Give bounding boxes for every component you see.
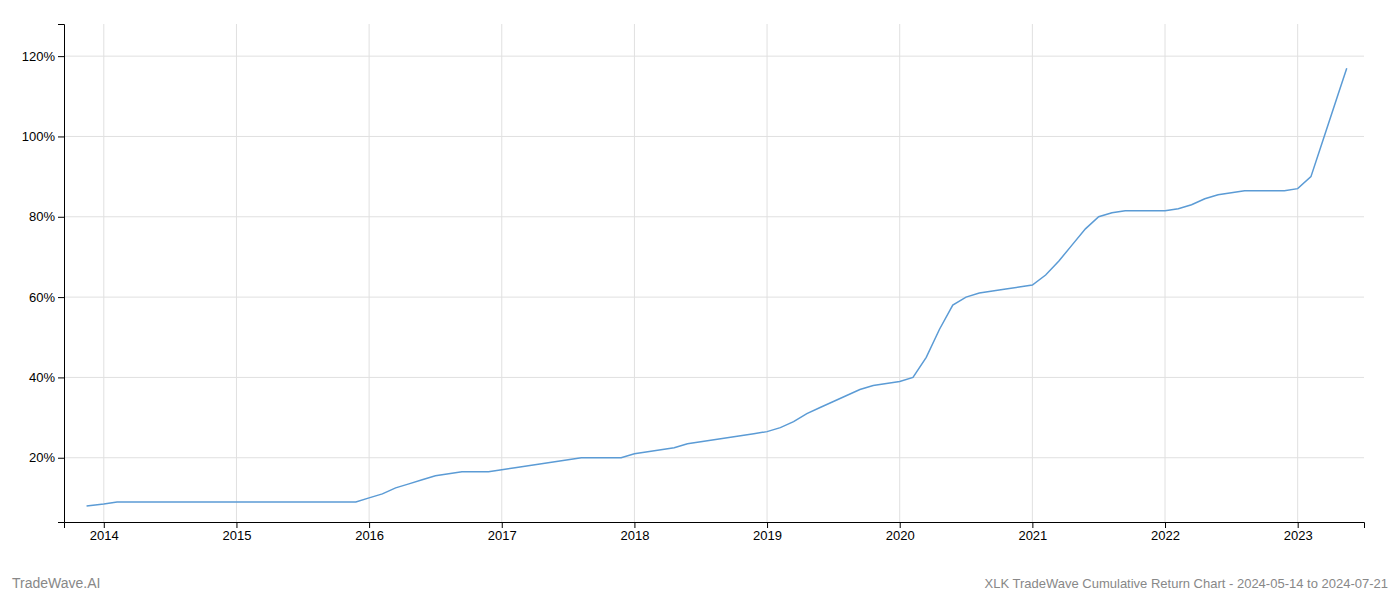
grid-line (1297, 24, 1298, 522)
marks (87, 68, 1347, 506)
watermark: TradeWave.AI (12, 575, 100, 591)
y-tick: 120% (22, 49, 64, 64)
x-tick: 2015 (222, 522, 251, 543)
grid-line (369, 24, 370, 522)
y-tick-label: 120% (22, 49, 56, 64)
x-tick-label: 2019 (753, 528, 782, 543)
x-tick-mark (767, 522, 768, 528)
y-tick: 20% (29, 450, 64, 465)
x-tick-mark (236, 522, 237, 528)
grid-line (64, 136, 1364, 137)
x-tick-mark (1032, 522, 1033, 528)
x-tick-mark (1298, 522, 1299, 528)
title: XLK TradeWave Cumulative Return Chart - … (985, 576, 1388, 591)
x-axis-line (65, 523, 1365, 529)
grid-line (64, 216, 1364, 217)
x-tick-label: 2023 (1284, 528, 1313, 543)
y-tick-mark (58, 136, 64, 137)
x-tick-mark (634, 522, 635, 528)
y-tick-mark (58, 458, 64, 459)
x-tick: 2023 (1284, 522, 1313, 543)
y-tick-mark (58, 56, 64, 57)
x-tick-mark (104, 522, 105, 528)
x-tick-label: 2017 (488, 528, 517, 543)
grid-line (1032, 24, 1033, 522)
plot: 2014 2015 2016 2017 2018 2019 2020 2021 2022 2023… (22, 24, 1365, 543)
y-tick: 40% (29, 370, 64, 385)
y-axis-line (58, 25, 65, 523)
x-tick: 2021 (1018, 522, 1047, 543)
x-tick-mark (502, 522, 503, 528)
x-tick: 2016 (355, 522, 384, 543)
grid-line (64, 297, 1364, 298)
x-tick-mark (900, 522, 901, 528)
x-tick-label: 2018 (620, 528, 649, 543)
x-tick: 2022 (1151, 522, 1180, 543)
x-tick-label: 2022 (1151, 528, 1180, 543)
x-tick-label: 2020 (886, 528, 915, 543)
grid-line (767, 24, 768, 522)
x-tick-label: 2015 (222, 528, 251, 543)
x-tick: 2019 (753, 522, 782, 543)
y-tick-label: 80% (29, 209, 55, 224)
grid-line (64, 56, 1364, 57)
chart: 2014 2015 2016 2017 2018 2019 2020 2021 2022 2023… (0, 0, 1400, 600)
grid-line (64, 377, 1364, 378)
grid-line (501, 24, 502, 522)
x-tick-mark (1165, 522, 1166, 528)
x-tick: 2017 (488, 522, 517, 543)
x-tick-mark (369, 522, 370, 528)
y-tick: 60% (29, 290, 64, 305)
grid-line (634, 24, 635, 522)
grid-line (1165, 24, 1166, 522)
x-tick: 2020 (886, 522, 915, 543)
x-tick-label: 2016 (355, 528, 384, 543)
grid (64, 24, 1364, 522)
x-tick-label: 2021 (1018, 528, 1047, 543)
y-tick-label: 20% (29, 450, 55, 465)
x-axis: 2014 2015 2016 2017 2018 2019 2020 2021 2022 2023 (65, 522, 1365, 543)
y-tick-mark (58, 377, 64, 378)
y-axis: 20% 40% 60% 80% 100% 120% (22, 25, 65, 523)
y-tick: 80% (29, 209, 64, 224)
x-tick-label: 2014 (90, 528, 119, 543)
y-tick-mark (58, 217, 64, 218)
x-tick: 2018 (620, 522, 649, 543)
y-tick: 100% (22, 129, 64, 144)
grid-line (64, 457, 1364, 458)
line (87, 68, 1347, 506)
grid-line (103, 24, 104, 522)
y-tick-label: 100% (22, 129, 56, 144)
grid-line (899, 24, 900, 522)
y-tick-label: 40% (29, 370, 55, 385)
grid-line (236, 24, 237, 522)
y-tick-mark (58, 297, 64, 298)
x-tick: 2014 (90, 522, 119, 543)
y-tick-label: 60% (29, 290, 55, 305)
